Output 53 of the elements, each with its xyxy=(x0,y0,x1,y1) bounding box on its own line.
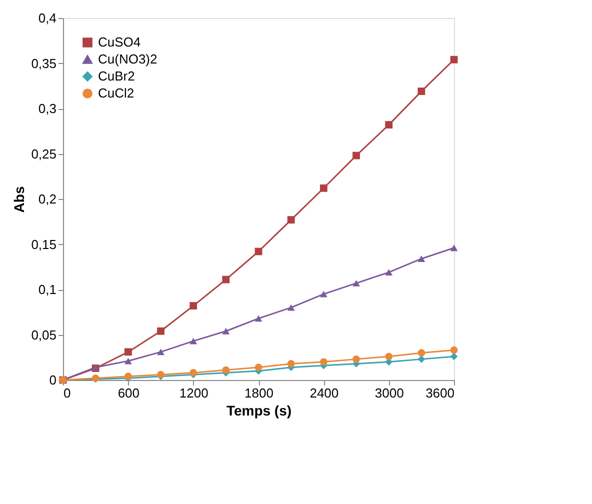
y-tick-label: 0,4 xyxy=(38,10,56,26)
y-axis-title: Abs xyxy=(11,186,28,213)
point xyxy=(287,304,295,311)
point xyxy=(222,276,230,284)
x-tick-label: 1800 xyxy=(244,386,274,400)
y-tick-label: 0,35 xyxy=(31,56,56,71)
legend-label: Cu(NO3)2 xyxy=(98,52,158,66)
y-tick-label: 0,2 xyxy=(38,192,56,206)
x-tick-label: 3000 xyxy=(374,386,404,400)
legend-label: CuCl2 xyxy=(98,86,134,100)
point xyxy=(352,152,360,160)
point xyxy=(385,269,393,276)
point xyxy=(418,256,426,262)
point xyxy=(320,184,328,192)
y-tick-label: 0,15 xyxy=(31,236,56,252)
point xyxy=(222,328,230,334)
point xyxy=(320,358,328,366)
y-tick-label: 0,05 xyxy=(31,327,56,342)
x-tick-label: 1200 xyxy=(179,386,208,400)
point xyxy=(254,364,262,372)
point xyxy=(450,244,458,252)
point xyxy=(124,348,132,356)
point xyxy=(190,302,198,310)
y-tick-label: 0 xyxy=(49,372,56,388)
point xyxy=(385,352,393,360)
point xyxy=(385,121,393,128)
point xyxy=(287,216,295,224)
x-tick-label: 600 xyxy=(118,386,140,400)
point xyxy=(418,355,426,363)
point xyxy=(450,346,458,354)
y-tick-label: 0,1 xyxy=(38,282,56,297)
legend-label: CuSO4 xyxy=(98,34,141,50)
point xyxy=(190,338,198,344)
point xyxy=(157,327,164,335)
x-tick-label: 3600 xyxy=(426,386,454,400)
point xyxy=(320,290,328,298)
point xyxy=(418,88,426,96)
point xyxy=(418,349,426,357)
point xyxy=(450,56,458,64)
point xyxy=(450,352,458,360)
y-tick-label: 0,25 xyxy=(31,146,56,162)
x-tick-label: 0 xyxy=(64,386,71,400)
point xyxy=(352,355,360,363)
x-tick-label: 2400 xyxy=(310,386,339,400)
point xyxy=(157,348,164,356)
point xyxy=(352,280,360,286)
point xyxy=(287,360,295,368)
point xyxy=(124,358,132,364)
point xyxy=(254,315,262,322)
point xyxy=(222,366,230,374)
x-axis-title: Temps (s) xyxy=(226,402,292,418)
legend-label: CuBr2 xyxy=(98,68,135,84)
y-tick-label: 0,3 xyxy=(38,101,56,116)
